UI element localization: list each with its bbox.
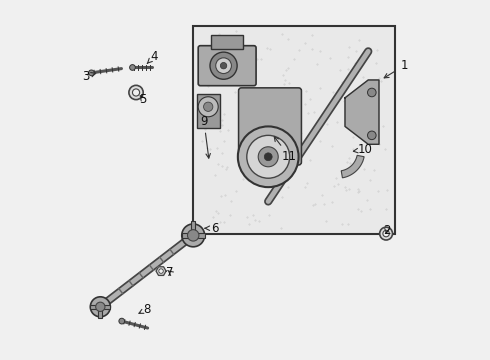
Text: 9: 9 bbox=[200, 114, 210, 158]
Text: 11: 11 bbox=[274, 137, 297, 163]
Circle shape bbox=[380, 227, 392, 240]
FancyBboxPatch shape bbox=[198, 46, 256, 86]
Circle shape bbox=[119, 318, 124, 324]
Text: 1: 1 bbox=[384, 59, 408, 78]
Text: 8: 8 bbox=[139, 303, 150, 316]
Circle shape bbox=[264, 153, 272, 161]
Circle shape bbox=[129, 85, 143, 100]
Bar bbox=[90, 305, 110, 309]
Bar bbox=[182, 233, 205, 238]
Text: 4: 4 bbox=[147, 50, 158, 63]
Circle shape bbox=[368, 88, 376, 97]
Text: 2: 2 bbox=[383, 224, 391, 237]
Text: 3: 3 bbox=[82, 70, 96, 83]
Text: 10: 10 bbox=[353, 143, 372, 156]
Circle shape bbox=[96, 302, 105, 311]
Bar bbox=[191, 221, 196, 237]
Text: 6: 6 bbox=[205, 222, 219, 235]
Circle shape bbox=[238, 126, 298, 187]
Circle shape bbox=[383, 230, 390, 237]
Polygon shape bbox=[156, 267, 166, 275]
Circle shape bbox=[188, 230, 199, 241]
Text: 5: 5 bbox=[140, 93, 147, 106]
Bar bbox=[197, 94, 220, 128]
Bar bbox=[211, 35, 243, 49]
Circle shape bbox=[210, 52, 237, 79]
Text: 7: 7 bbox=[166, 266, 174, 279]
Circle shape bbox=[132, 89, 140, 96]
Circle shape bbox=[368, 131, 376, 140]
Polygon shape bbox=[341, 155, 364, 178]
Bar bbox=[98, 305, 102, 318]
Circle shape bbox=[182, 224, 205, 247]
Circle shape bbox=[258, 147, 278, 167]
Circle shape bbox=[247, 135, 290, 178]
Circle shape bbox=[159, 269, 163, 273]
Circle shape bbox=[90, 297, 110, 317]
Circle shape bbox=[216, 58, 231, 73]
FancyBboxPatch shape bbox=[239, 88, 301, 165]
Polygon shape bbox=[345, 80, 379, 144]
Circle shape bbox=[220, 63, 227, 69]
Circle shape bbox=[198, 97, 218, 117]
Circle shape bbox=[203, 102, 213, 111]
Bar bbox=[193, 26, 395, 234]
Circle shape bbox=[130, 64, 135, 70]
Circle shape bbox=[89, 70, 94, 76]
